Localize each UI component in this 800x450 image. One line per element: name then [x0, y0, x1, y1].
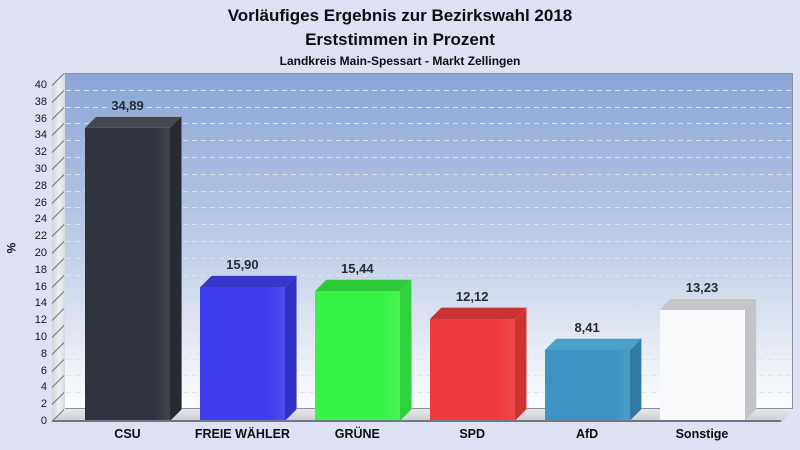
- bar-top-face: [314, 279, 412, 292]
- gridline: [66, 274, 791, 276]
- bar-value-label: 8,41: [574, 320, 600, 336]
- y-tick-label: 28: [34, 179, 47, 192]
- gridline: [66, 140, 791, 142]
- bar-side-face: [399, 279, 412, 421]
- y-tick-label: 34: [34, 129, 47, 142]
- category-label: FREIE WÄHLER: [194, 427, 290, 441]
- y-tick-label: 32: [34, 146, 47, 159]
- bar-front-face: [85, 127, 170, 421]
- y-tick-label: 20: [34, 247, 47, 259]
- bar-top-face: [659, 297, 757, 310]
- bar-afd: [544, 338, 642, 421]
- x-axis-baseline: [52, 420, 781, 422]
- gridline: [66, 375, 791, 377]
- bar-value-label: 12,12: [455, 289, 489, 305]
- bar-value-label: 34,89: [111, 97, 144, 113]
- gridline: [66, 257, 791, 259]
- bar-spd: [429, 307, 527, 421]
- y-tick-label: 12: [34, 314, 47, 327]
- gridline: [66, 157, 791, 158]
- gridline: [66, 224, 791, 226]
- y-tick-label: 36: [34, 112, 47, 125]
- bar-freie-w-hler: [199, 275, 297, 421]
- plot-area-back-wall: [64, 73, 793, 409]
- category-label: Sonstige: [675, 427, 729, 441]
- y-tick-label: 0: [40, 415, 47, 427]
- chart-header: Vorläufiges Ergebnis zur Bezirkswahl 201…: [0, 4, 800, 69]
- category-label: AfD: [575, 427, 599, 441]
- bar-front-face: [314, 291, 400, 421]
- y-tick-label: 6: [40, 364, 47, 377]
- gridline: [66, 241, 791, 242]
- bar-front-face: [199, 287, 285, 421]
- gridline: [66, 89, 791, 91]
- bar-value-label: 15,90: [226, 257, 259, 273]
- bar-top-face: [544, 338, 642, 351]
- gridline: [66, 392, 791, 394]
- chart-title-line2: Erststimmen in Prozent: [305, 30, 495, 49]
- gridline: [66, 325, 791, 326]
- bar-gr-ne: [314, 279, 412, 421]
- bar-value-label: 15,44: [341, 261, 374, 277]
- bar-csu: [85, 115, 182, 421]
- chart-subtitle: Landkreis Main-Spessart - Markt Zellinge…: [279, 54, 521, 68]
- y-tick-label: 16: [34, 280, 47, 293]
- y-tick-label: 38: [34, 95, 47, 108]
- chart-title-line1: Vorläufiges Ergebnis zur Bezirkswahl 201…: [227, 6, 573, 25]
- gridline: [66, 308, 791, 310]
- bar-side-face: [170, 115, 182, 421]
- gridline: [66, 173, 791, 175]
- y-tick-label: 30: [34, 163, 47, 175]
- bar-sonstige: [659, 297, 757, 421]
- bar-front-face: [544, 350, 630, 421]
- y-tick-label: 24: [34, 213, 47, 226]
- bar-top-face: [199, 275, 297, 288]
- bar-front-face: [659, 309, 745, 421]
- category-label: SPD: [459, 427, 486, 441]
- gridline: [66, 358, 791, 360]
- y-tick-label: 2: [40, 398, 47, 411]
- bar-value-label: 13,23: [685, 279, 719, 295]
- bar-side-face: [284, 275, 297, 421]
- gridline: [66, 190, 791, 192]
- bar-top-face: [85, 115, 182, 128]
- y-tick-label: 10: [34, 331, 47, 343]
- gridline: [66, 341, 791, 343]
- bar-side-face: [629, 338, 642, 421]
- category-label: GRÜNE: [334, 427, 380, 441]
- y-tick-label: 14: [34, 297, 47, 310]
- y-tick-label: 4: [40, 381, 47, 394]
- gridline: [66, 123, 791, 125]
- y-tick-label: 40: [34, 79, 47, 91]
- gridline: [66, 291, 791, 293]
- gridline: [66, 207, 791, 209]
- bar-side-face: [514, 307, 527, 421]
- bar-front-face: [429, 319, 515, 421]
- category-label: CSU: [114, 427, 141, 441]
- bar-top-face: [429, 307, 527, 320]
- bar-side-face: [744, 297, 757, 421]
- y-tick-label: 18: [34, 263, 47, 276]
- y-tick-label: 8: [40, 347, 47, 360]
- gridline: [66, 106, 791, 108]
- y-tick-label: 26: [34, 196, 47, 209]
- y-tick-label: 22: [34, 230, 47, 243]
